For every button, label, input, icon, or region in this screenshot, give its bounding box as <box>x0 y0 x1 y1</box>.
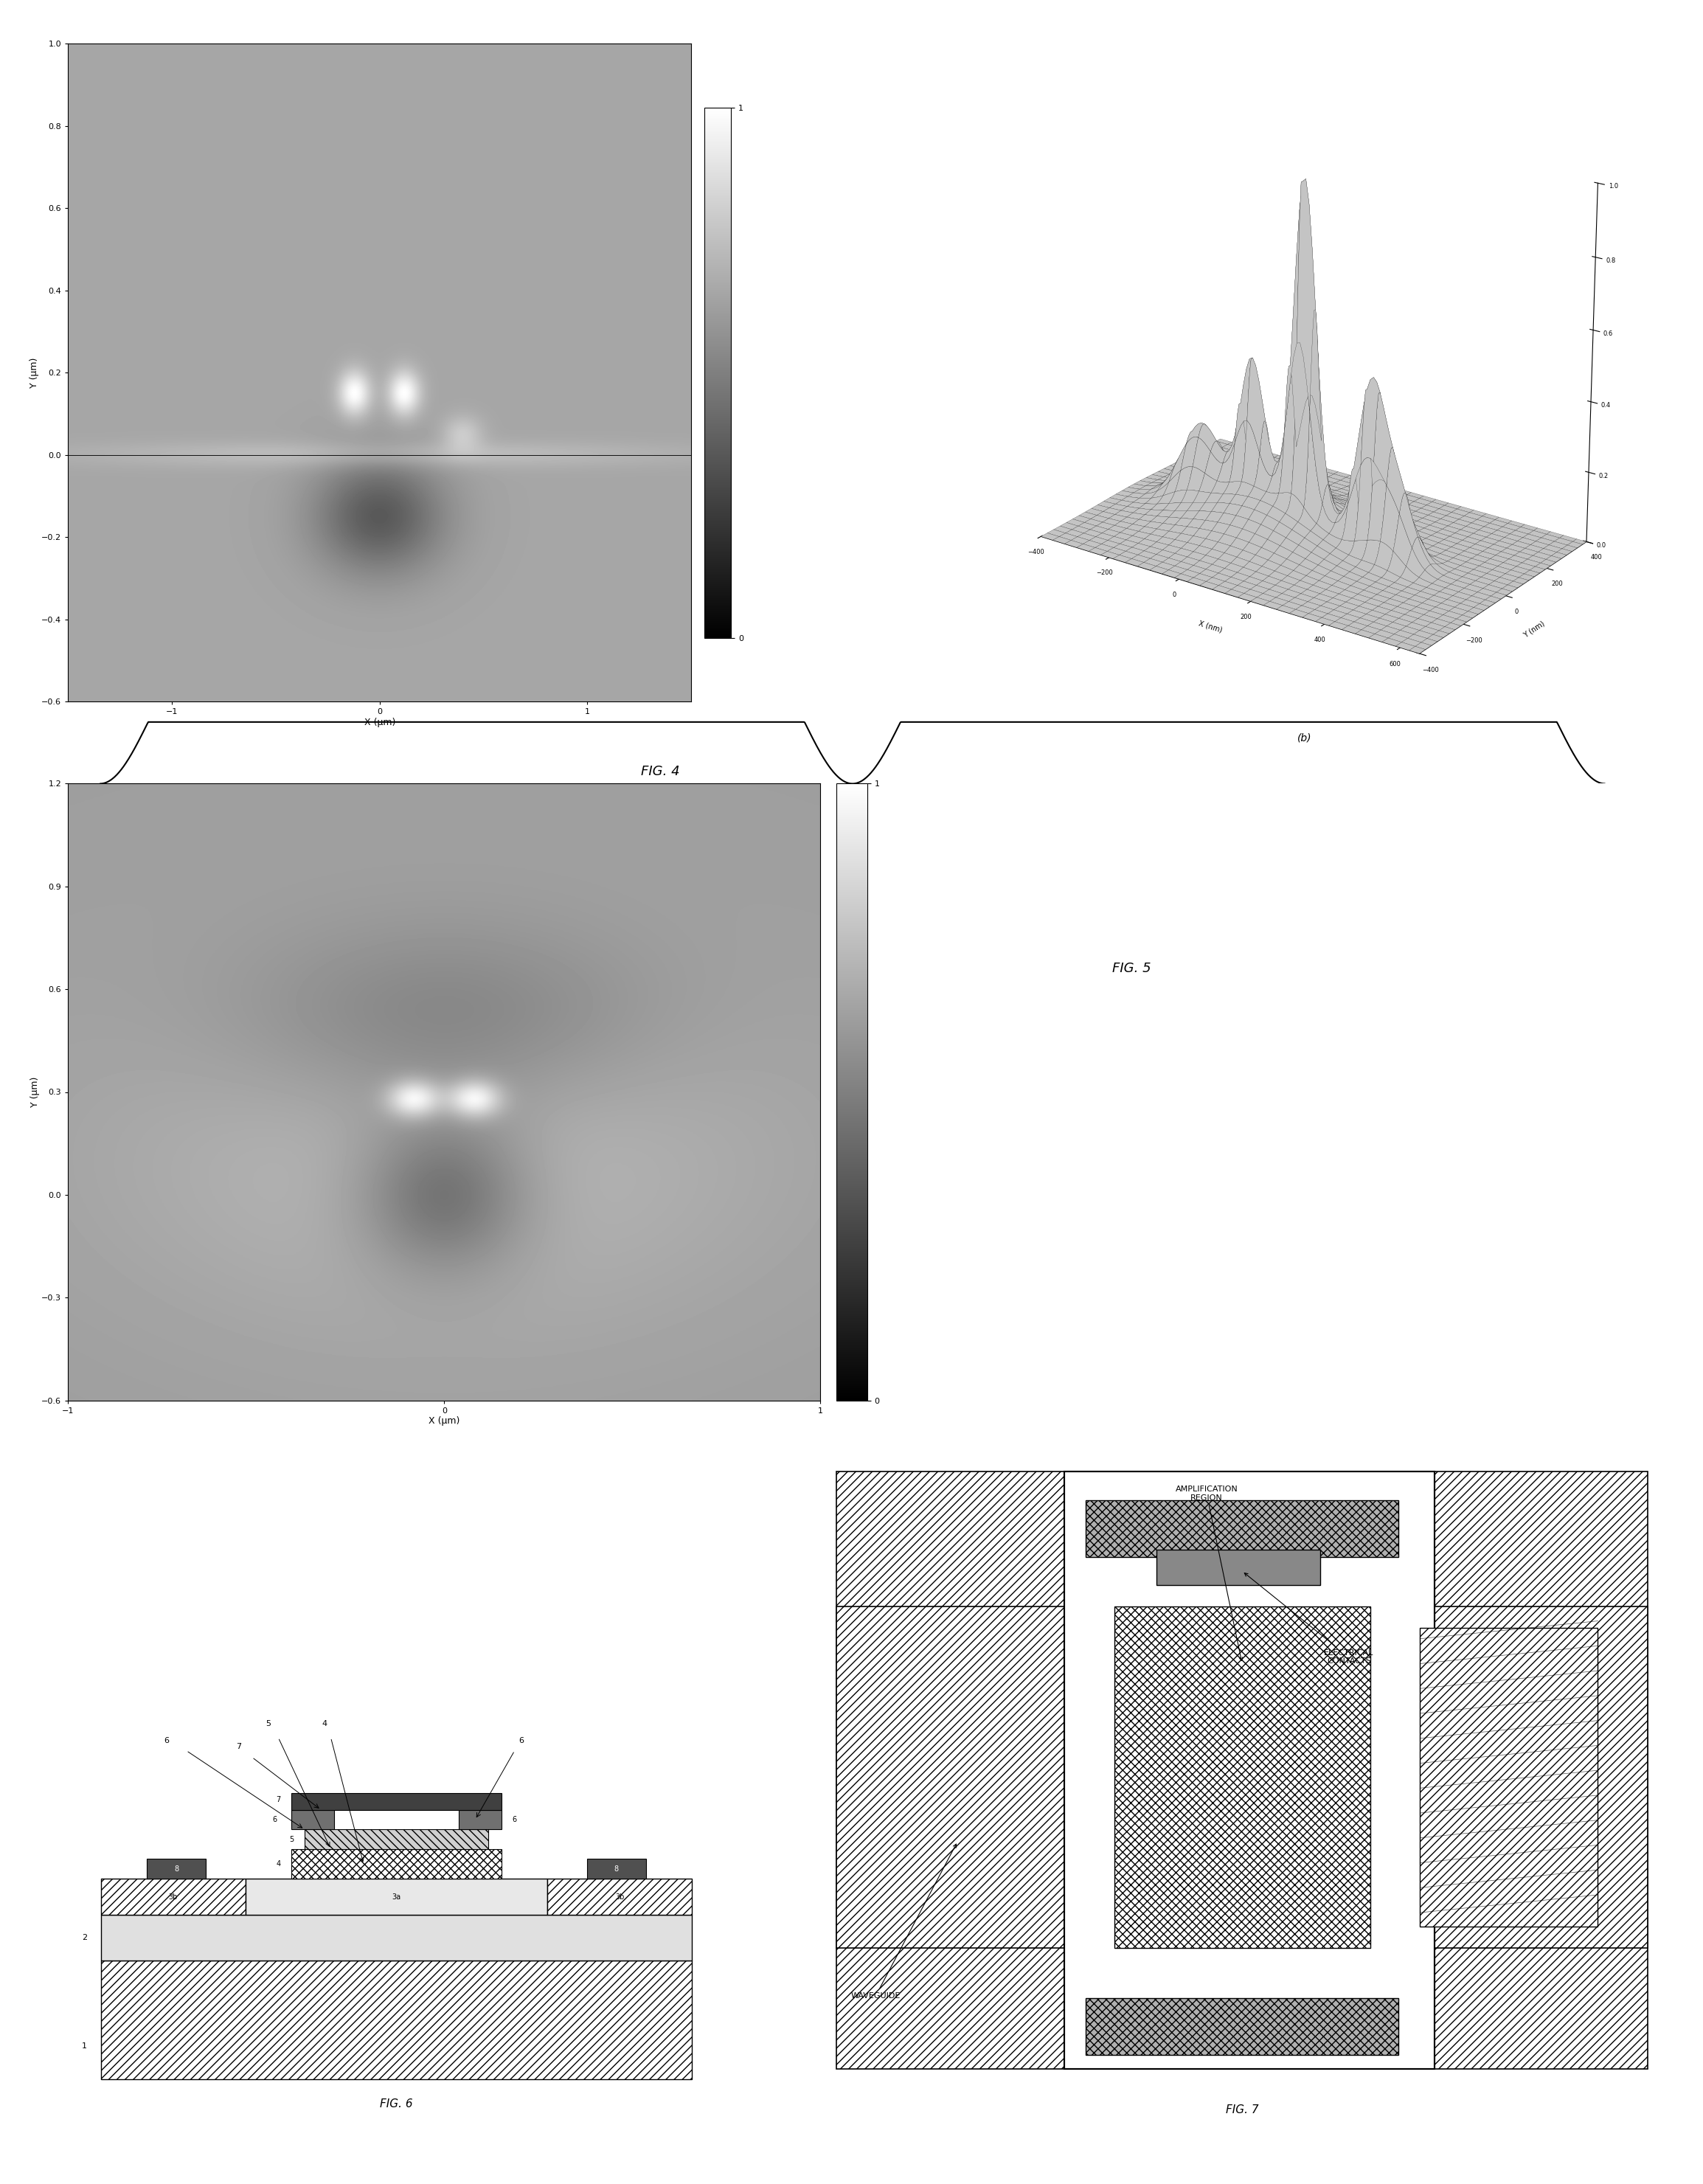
Text: 8: 8 <box>615 1865 618 1872</box>
Bar <box>291 1793 501 1811</box>
Text: 6: 6 <box>513 1815 518 1824</box>
Text: 4: 4 <box>276 1861 281 1867</box>
Text: 3b: 3b <box>169 1894 177 1900</box>
Bar <box>1085 1998 1398 2055</box>
Text: (b): (b) <box>1298 734 1311 743</box>
Bar <box>1064 1472 1434 2068</box>
Text: WAVEGUIDE: WAVEGUIDE <box>852 1843 955 1998</box>
Bar <box>1114 1607 1371 1948</box>
Bar <box>100 1961 691 2079</box>
Text: FIG. 5: FIG. 5 <box>1112 961 1151 976</box>
Bar <box>547 1878 691 1915</box>
Bar <box>305 1830 489 1850</box>
Text: 6: 6 <box>163 1736 169 1745</box>
Text: 5: 5 <box>290 1835 293 1843</box>
Text: ELECTRICAL
CONTACTS: ELECTRICAL CONTACTS <box>1245 1572 1374 1664</box>
Text: (a): (a) <box>373 839 387 847</box>
Text: 6: 6 <box>519 1736 525 1745</box>
Bar <box>291 1850 501 1878</box>
Bar <box>245 1878 547 1915</box>
Text: FIG. 6: FIG. 6 <box>380 2099 412 2110</box>
Bar <box>588 1859 645 1878</box>
Text: 3b: 3b <box>615 1894 625 1900</box>
Text: 5: 5 <box>266 1721 271 1728</box>
Text: AMPLIFICATION
REGION: AMPLIFICATION REGION <box>1175 1485 1243 1660</box>
X-axis label: X (μm): X (μm) <box>364 719 395 727</box>
Bar <box>836 1472 1647 2068</box>
Bar <box>1156 1551 1320 1586</box>
Bar <box>146 1859 206 1878</box>
Bar <box>1420 1627 1597 1926</box>
Y-axis label: Y (μm): Y (μm) <box>31 358 39 389</box>
Bar <box>1085 1500 1398 1557</box>
Text: 1: 1 <box>82 2042 87 2051</box>
Bar <box>1064 1472 1434 2068</box>
Text: 7: 7 <box>237 1743 242 1752</box>
X-axis label: X (μm): X (μm) <box>429 1417 460 1426</box>
Text: 2: 2 <box>82 1935 87 1942</box>
Bar <box>836 1607 1085 1948</box>
Y-axis label: Y (nm): Y (nm) <box>1522 620 1546 640</box>
Bar <box>1398 1607 1647 1948</box>
Text: 3a: 3a <box>392 1894 400 1900</box>
Text: 7: 7 <box>276 1795 281 1804</box>
Text: FIG. 7: FIG. 7 <box>1226 2105 1259 2116</box>
Bar <box>458 1811 501 1830</box>
Bar <box>100 1878 245 1915</box>
Bar <box>100 1915 691 1961</box>
Bar <box>291 1811 334 1830</box>
Text: 4: 4 <box>322 1721 327 1728</box>
Text: 6: 6 <box>272 1815 278 1824</box>
Text: FIG. 4: FIG. 4 <box>640 764 679 778</box>
Y-axis label: Y (μm): Y (μm) <box>31 1077 39 1107</box>
Text: 8: 8 <box>174 1865 179 1872</box>
X-axis label: X (nm): X (nm) <box>1197 620 1223 633</box>
